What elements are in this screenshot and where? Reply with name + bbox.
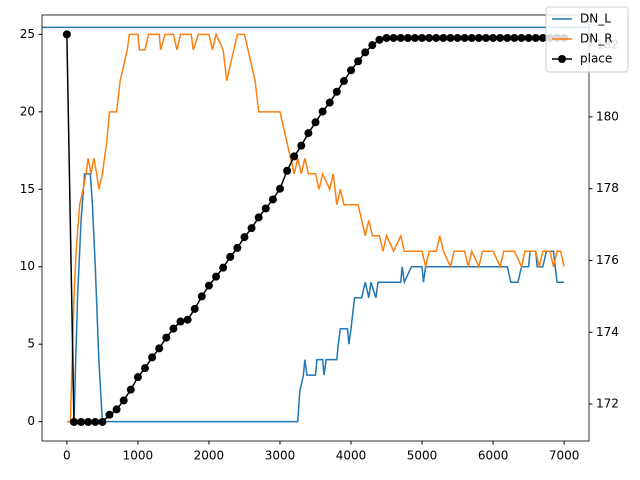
marker xyxy=(361,48,370,57)
marker xyxy=(425,33,434,42)
marker xyxy=(354,57,363,66)
plot-area xyxy=(42,15,589,441)
marker xyxy=(141,364,150,373)
marker xyxy=(503,33,512,42)
marker xyxy=(474,33,483,42)
marker xyxy=(439,33,448,42)
series-line xyxy=(66,173,565,423)
marker xyxy=(489,33,498,42)
y-tick-label: 20 xyxy=(20,104,35,118)
marker xyxy=(524,33,533,42)
marker xyxy=(197,292,206,301)
y2-tick-label: 180 xyxy=(596,109,619,123)
marker xyxy=(531,33,540,42)
marker xyxy=(240,233,249,242)
x-tick-label: 3000 xyxy=(265,449,296,463)
y2-tick-label: 176 xyxy=(596,253,619,267)
x-tick-label: 0 xyxy=(63,449,71,463)
marker xyxy=(119,396,128,405)
marker xyxy=(105,410,114,419)
marker xyxy=(219,263,228,272)
marker xyxy=(62,30,71,39)
x-tick-label: 4000 xyxy=(336,449,367,463)
marker xyxy=(446,33,455,42)
marker xyxy=(91,417,100,426)
x-tick-label: 6000 xyxy=(478,449,509,463)
legend xyxy=(545,6,629,73)
marker xyxy=(212,272,221,281)
marker xyxy=(318,107,327,116)
marker xyxy=(204,281,213,290)
legend-label: DN_L xyxy=(580,12,611,26)
marker xyxy=(261,204,270,213)
marker xyxy=(275,184,284,193)
marker xyxy=(290,152,299,161)
marker xyxy=(311,118,320,127)
marker xyxy=(496,33,505,42)
marker xyxy=(254,213,263,222)
legend-label: place xyxy=(580,52,612,66)
marker xyxy=(297,141,306,150)
marker xyxy=(69,417,78,426)
marker xyxy=(517,33,526,42)
y2-tick-label: 174 xyxy=(596,325,619,339)
y-tick-label: 5 xyxy=(27,337,35,351)
marker xyxy=(432,33,441,42)
marker xyxy=(368,41,377,50)
marker xyxy=(283,166,292,175)
marker xyxy=(133,373,142,382)
y-tick-label: 10 xyxy=(20,259,35,273)
marker xyxy=(332,87,341,96)
marker xyxy=(403,33,412,42)
marker xyxy=(418,33,427,42)
marker xyxy=(467,33,476,42)
marker xyxy=(481,33,490,42)
legend-label: DN_R xyxy=(580,32,613,46)
marker xyxy=(155,344,164,353)
y-tick-label: 0 xyxy=(27,414,35,428)
marker xyxy=(77,417,86,426)
x-tick-label: 7000 xyxy=(549,449,580,463)
marker xyxy=(247,224,256,233)
marker xyxy=(382,33,391,42)
marker xyxy=(233,243,242,252)
y-tick-label: 25 xyxy=(20,27,35,41)
marker xyxy=(112,405,121,414)
marker xyxy=(538,33,547,42)
marker xyxy=(162,333,171,342)
marker xyxy=(460,33,469,42)
series-line xyxy=(66,32,565,423)
y-tick-label: 15 xyxy=(20,182,35,196)
marker xyxy=(98,417,107,426)
marker xyxy=(126,385,135,394)
marker xyxy=(396,33,405,42)
axes-frame xyxy=(41,14,590,442)
x-tick-label: 5000 xyxy=(407,449,438,463)
x-tick-label: 1000 xyxy=(123,449,154,463)
marker xyxy=(453,33,462,42)
marker xyxy=(190,304,199,313)
marker xyxy=(169,324,178,333)
marker xyxy=(304,129,313,138)
marker xyxy=(389,33,398,42)
marker xyxy=(375,35,384,44)
y2-tick-label: 178 xyxy=(596,181,619,195)
marker xyxy=(410,33,419,42)
y2-tick-label: 172 xyxy=(596,397,619,411)
marker xyxy=(268,195,277,204)
marker xyxy=(183,315,192,324)
marker xyxy=(510,33,519,42)
marker xyxy=(84,417,93,426)
plot-layer xyxy=(42,26,589,426)
marker xyxy=(176,317,185,326)
legend-marker xyxy=(558,55,566,63)
marker xyxy=(347,66,356,75)
marker xyxy=(226,252,235,261)
marker xyxy=(325,98,334,107)
marker xyxy=(339,77,348,86)
marker xyxy=(148,353,157,362)
x-tick-label: 2000 xyxy=(194,449,225,463)
